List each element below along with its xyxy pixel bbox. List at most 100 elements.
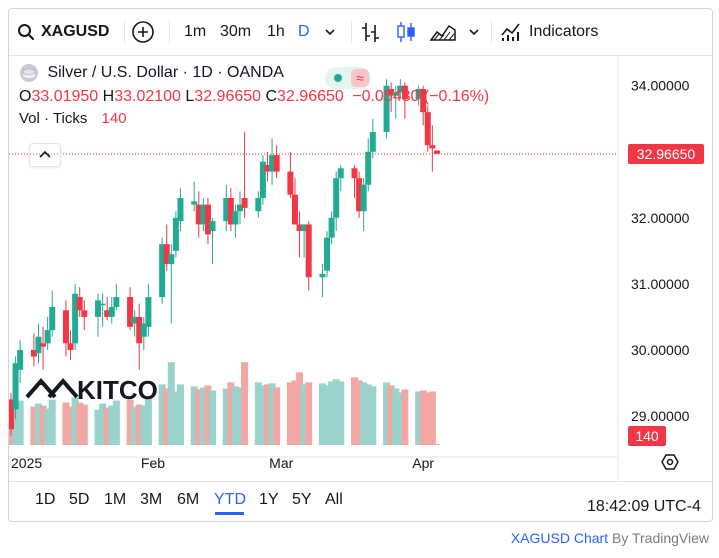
candle-body [324,237,331,271]
volume-bar [48,399,56,445]
volume-bar [140,405,148,445]
volume-bar [291,380,299,445]
volume-bar [12,404,20,445]
volume-bar [259,385,267,445]
candle-body [108,306,115,317]
candle-body [273,155,280,172]
candle-body [195,204,202,225]
legend-volume-row: Vol · Ticks 140 [19,110,127,127]
volume-bar [190,386,198,445]
candle-body [369,131,376,152]
candle-body [319,273,326,278]
tradingview-credit[interactable]: By TradingView [611,530,709,546]
symbol-search[interactable]: XAGUSD [17,9,109,55]
volume-bar [99,403,107,445]
volume-bar [44,408,52,445]
x-tick-label: Apr [412,455,434,471]
ohlc-close-value: 32.96650 [277,88,344,105]
range-ytd[interactable]: YTD [214,491,246,508]
candle-body [264,164,271,172]
chart-settings-icon[interactable] [661,454,679,470]
candle-body [168,254,175,265]
range-1d[interactable]: 1D [35,491,56,508]
candle-body [67,343,74,350]
indicators-button[interactable]: Indicators [500,9,598,55]
kitco-watermark: KITCO [25,375,158,405]
range-all[interactable]: All [325,491,343,508]
volume-bar [415,391,423,445]
candle-body [388,89,395,96]
volume-bar [71,397,79,445]
candle-body [30,349,37,357]
interval-1m[interactable]: 1m [184,9,206,55]
interval-1h[interactable]: 1h [267,9,285,55]
candle-body [44,330,51,344]
ohlc-open-value: 33.01950 [31,88,99,105]
separator [491,21,492,43]
candle-body [397,85,404,93]
compare-button[interactable] [131,9,155,55]
volume-bar [419,390,427,445]
volume-bar [433,443,441,445]
area-chart-button[interactable] [429,9,457,55]
legend-title-row: Silver / U.S. Dollar · 1D · OANDA [19,63,284,83]
range-6m[interactable]: 6M [177,491,200,508]
candle-body [49,306,56,331]
attribution: XAGUSD Chart By TradingView [511,530,709,546]
volume-bar [39,405,47,445]
volume-bar [231,386,239,445]
range-1m[interactable]: 1M [104,491,127,508]
range-1y[interactable]: 1Y [259,491,279,508]
volume-bar [318,383,326,445]
volume-bar [387,385,395,445]
symbol-chart-link[interactable]: XAGUSD Chart [510,530,609,546]
interval-dropdown[interactable] [323,9,337,55]
volume-bar [94,409,102,445]
volume-bar [323,385,331,445]
volume-bar [227,382,235,445]
collapse-legend-button[interactable] [29,143,61,167]
candle-body [424,112,431,146]
volume-bar [167,362,175,445]
volume-bar [428,391,436,445]
add-symbol-icon [131,20,155,44]
volume-bar [76,402,84,445]
top-toolbar: XAGUSD 1m 30m 1h D [9,9,712,56]
clock[interactable]: 18:42:09 UTC-4 [587,498,701,515]
price-chart[interactable]: 29.0000030.0000031.0000032.0000033.00000… [9,9,712,481]
candle-body [301,224,308,232]
indicators-icon [500,21,522,43]
candle-body [177,198,184,222]
candle-body [255,198,262,212]
range-3m[interactable]: 3M [140,491,163,508]
range-5d[interactable]: 5D [69,491,90,508]
range-5y[interactable]: 5Y [292,491,312,508]
candle-body [127,297,134,327]
volume-bar [30,406,38,445]
candle-body [365,151,372,185]
chart-type-dropdown[interactable] [467,9,481,55]
candle-body [328,217,335,238]
bar-style-button[interactable] [360,9,382,55]
volume-bar [383,382,391,445]
volume-bar [163,388,171,445]
volume-bar [112,400,120,445]
volume-value: 140 [101,110,127,127]
market-status-chip[interactable]: ≈ [325,67,371,89]
candles-button[interactable] [394,9,418,55]
interval-label: 30m [220,23,252,40]
volume-bar [144,398,152,445]
symbol-label: XAGUSD [41,23,110,40]
chart-widget: XAGUSD 1m 30m 1h D [8,8,713,522]
x-tick-label: Mar [269,455,293,471]
volume-bar [172,391,180,445]
candle-body [17,349,24,370]
x-tick-label: 2025 [11,455,42,471]
legend-title: Silver / U.S. Dollar · 1D · OANDA [47,64,284,82]
candle-body [232,211,239,225]
interval-d[interactable]: D [298,9,310,55]
candle-body [415,89,422,99]
candle-body [131,316,138,324]
volume-bar [328,381,336,445]
interval-30m[interactable]: 30m [220,9,251,55]
